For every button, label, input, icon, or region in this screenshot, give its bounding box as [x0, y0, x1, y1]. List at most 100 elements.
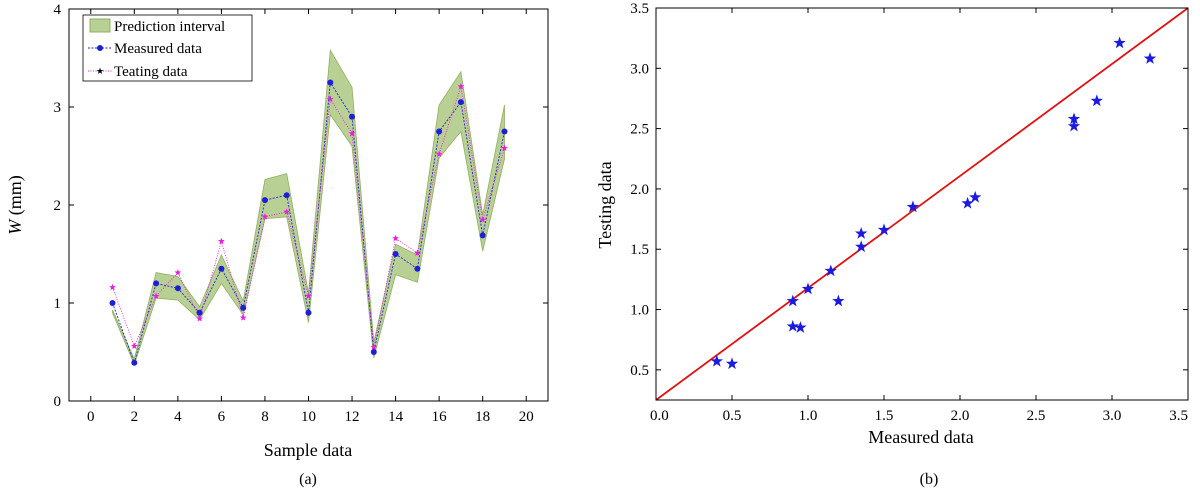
measured-data-point: [218, 265, 225, 272]
testing-data-point: [326, 95, 334, 103]
testing-data-point: [348, 129, 356, 137]
scatter-point: [1067, 112, 1081, 125]
scatter-point: [832, 294, 845, 307]
x-tick-label: 3.5: [1169, 408, 1188, 424]
panel-a-caption: (a): [299, 471, 317, 488]
scatter-point: [801, 282, 815, 295]
measured-data-point: [370, 349, 377, 355]
panel-b-y-ticks: 0.5 1.0 1.5 2.0 2.5 3.0 3.5: [630, 1, 1188, 379]
scatter-point: [906, 200, 920, 213]
panel-a-y-ticks: 0 1 2 3 4: [54, 2, 548, 410]
measured-data-point: [283, 192, 290, 199]
testing-data-point: [152, 292, 160, 300]
x-tick-label: 18: [475, 409, 490, 425]
x-tick-label: 2.5: [1027, 408, 1046, 424]
testing-data-point: [392, 234, 400, 242]
x-tick-label: 16: [432, 409, 448, 425]
x-tick-label: 4: [174, 409, 182, 425]
measured-data-point: [131, 359, 138, 366]
x-tick-label: 14: [388, 409, 404, 425]
scatter-point: [855, 240, 868, 253]
panel-b-x-axis-label: Measured data: [868, 427, 973, 447]
x-tick-label: 0.0: [650, 408, 669, 424]
x-tick-label: 1.0: [799, 408, 818, 424]
legend-box: [82, 14, 253, 82]
scatter-point: [1090, 94, 1103, 107]
x-tick-label: 20: [519, 409, 534, 425]
x-tick-label: 3.0: [1103, 408, 1122, 424]
y-tick-label: 0.5: [630, 363, 649, 379]
testing-data-point: [109, 283, 116, 291]
legend-testing-marker: ★: [96, 66, 104, 76]
panel-b-scatter-chart: 0.0 0.5 1.0 1.5 2.0 2.5 3.0 3.5 0.5 1.0 1.5 2.0 2.5…: [595, 1, 1189, 488]
measured-data-point: [414, 265, 421, 272]
panel-a-legend: Prediction interval Measured data ★ Teat…: [82, 14, 253, 82]
testing-data-point: [174, 269, 182, 276]
x-tick-label: 2.0: [951, 408, 970, 424]
scatter-point: [824, 264, 837, 277]
legend-measured-marker: [97, 45, 103, 51]
measured-data-point: [479, 232, 486, 239]
panel-a-y-axis-label: W (mm): [5, 175, 26, 235]
measured-data-point: [240, 304, 247, 311]
panel-b-caption: (b): [920, 471, 939, 488]
testing-data-point: [457, 82, 465, 90]
x-tick-label: 1.5: [875, 408, 894, 424]
testing-data-point: [413, 249, 421, 256]
legend-prediction-interval-label: Prediction interval: [114, 19, 225, 35]
y-tick-label: 3.5: [630, 1, 649, 17]
legend-prediction-interval-swatch: [89, 18, 111, 33]
testing-data-point: [501, 144, 508, 152]
y-tick-label: 2.0: [630, 182, 649, 198]
y-tick-label: 3.0: [630, 61, 649, 77]
testing-data-point: [479, 216, 487, 223]
measured-data-point: [196, 309, 203, 316]
scatter-point: [725, 357, 739, 370]
measured-data-point: [392, 251, 399, 257]
scatter-point: [786, 294, 799, 307]
prediction-interval-band: [112, 48, 505, 366]
measured-data-point: [501, 128, 508, 135]
y-tick-label: 0: [54, 394, 62, 410]
testing-data-point: [370, 343, 378, 351]
testing-data-point: [261, 213, 269, 220]
scatter-point: [710, 354, 723, 367]
measured-data-point: [457, 99, 464, 106]
x-tick-label: 0.5: [723, 408, 742, 424]
measured-data-point: [305, 309, 312, 316]
testing-data-point: [239, 314, 247, 321]
legend-testing-label: Teating data: [114, 64, 188, 80]
x-tick-label: 2: [131, 409, 139, 425]
scatter-point: [855, 227, 868, 239]
prediction-interval-band-group: [112, 48, 505, 366]
measured-data-point: [153, 280, 160, 287]
scatter-point: [877, 223, 891, 236]
measured-data-point: [327, 79, 334, 86]
legend-measured-label: Measured data: [114, 41, 202, 57]
scatter-point: [1067, 119, 1081, 132]
fit-line: [655, 7, 1189, 401]
y-tick-label: 1: [54, 296, 62, 312]
measured-data-point: [262, 197, 268, 204]
scatter-point: [794, 321, 807, 333]
panel-b-x-ticks: 0.0 0.5 1.0 1.5 2.0 2.5 3.0 3.5: [650, 8, 1189, 424]
panel-b-y-axis-label: Testing data: [595, 161, 615, 248]
x-tick-label: 6: [218, 409, 226, 425]
y-tick-label: 3: [54, 100, 62, 116]
measured-data-point: [174, 285, 181, 292]
testing-data-point: [283, 208, 291, 215]
testing-data-point: [196, 315, 204, 322]
y-tick-label: 1.0: [630, 303, 649, 319]
panel-a-x-axis-label: Sample data: [264, 440, 352, 460]
measured-data-point: [349, 113, 355, 120]
x-tick-label: 0: [87, 409, 95, 425]
y-tick-label: 1.5: [630, 242, 649, 258]
scatter-point: [961, 196, 974, 209]
measured-data-point: [109, 300, 116, 306]
panel-b-plot-frame: [655, 7, 1189, 401]
series-markers-group: [109, 79, 508, 366]
measured-data-point: [436, 128, 443, 135]
y-tick-label: 4: [54, 2, 62, 18]
